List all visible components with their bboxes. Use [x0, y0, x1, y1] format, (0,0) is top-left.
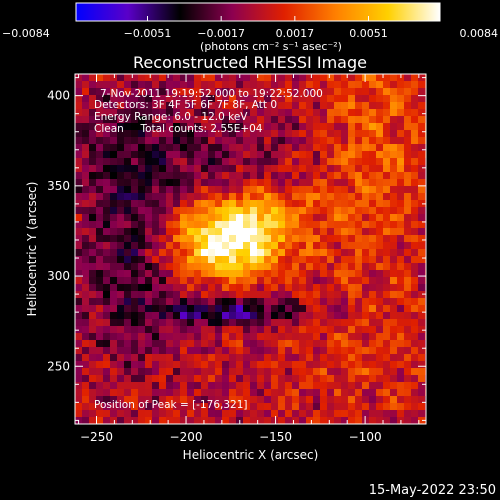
chart-title: Reconstructed RHESSI Image — [133, 53, 367, 72]
y-axis-label: Heliocentric Y (arcsec) — [25, 182, 39, 317]
y-axis-ticks: 250 300 350 400 — [47, 77, 426, 421]
annotation-line: Detectors: 3F 4F 5F 6F 7F 8F, Att 0 — [94, 99, 277, 111]
colorbar-tick-label: −0.0051 — [124, 27, 172, 40]
footer-date: 15-May-2022 23:50 — [369, 483, 496, 498]
colorbar-ticks: −0.0084 −0.0051 −0.0017 0.0017 0.0051 0.0084 — [2, 16, 498, 40]
colorbar-tick-label: −0.0017 — [197, 27, 245, 40]
colorbar-tick-label: 0.0051 — [349, 27, 388, 40]
colorbar-unit-label: (photons cm⁻² s⁻¹ asec⁻²) — [200, 40, 342, 53]
x-axis-label: Heliocentric X (arcsec) — [183, 448, 319, 462]
x-axis-ticks: −250 −200 −150 −100 — [78, 74, 420, 444]
x-tick-label: −250 — [80, 430, 113, 444]
x-tick-label: −100 — [349, 430, 382, 444]
x-tick-label: −150 — [259, 430, 292, 444]
y-tick-label: 350 — [47, 179, 70, 193]
annotation-line: Clean Total counts: 2.55E+04 — [94, 123, 263, 135]
y-tick-label: 250 — [47, 359, 70, 373]
annotation-line: 7-Nov-2011 19:19:52.000 to 19:22:52.000 — [100, 88, 323, 100]
y-tick-label: 400 — [47, 89, 70, 103]
x-tick-label: −200 — [170, 430, 203, 444]
colorbar — [75, 2, 441, 22]
colorbar-tick-label: 0.0017 — [276, 27, 315, 40]
peak-position-label: Position of Peak = [-176,321] — [94, 399, 248, 411]
colorbar-tick-label: −0.0084 — [2, 27, 50, 40]
heatmap-image — [75, 74, 426, 424]
annotations: 7-Nov-2011 19:19:52.000 to 19:22:52.000D… — [94, 88, 323, 411]
plot-frame — [74, 73, 427, 425]
colorbar-tick-label: 0.0084 — [460, 27, 499, 40]
annotation-line: Energy Range: 6.0 - 12.0 keV — [94, 111, 248, 123]
y-tick-label: 300 — [47, 269, 70, 283]
